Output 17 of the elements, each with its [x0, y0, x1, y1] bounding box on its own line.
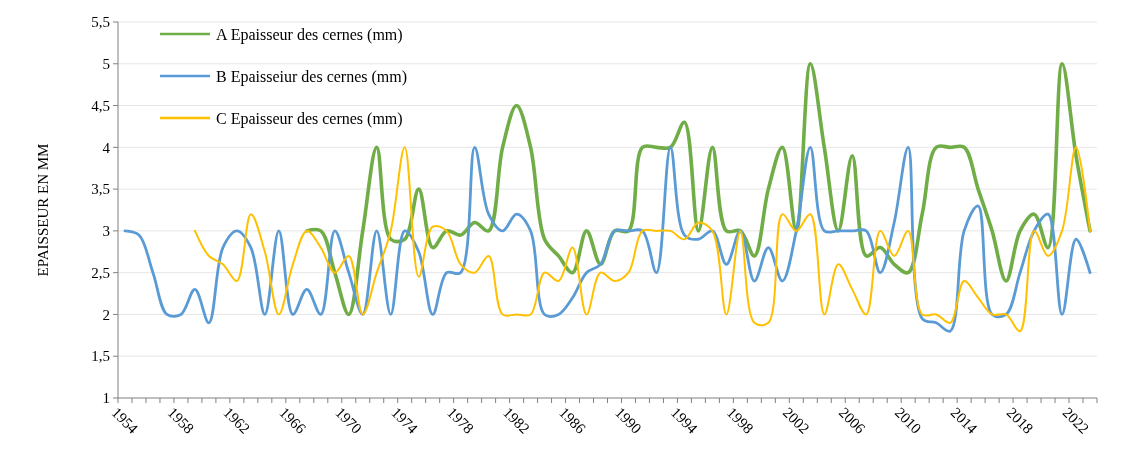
y-tick-label: 5,5: [91, 14, 110, 31]
x-tick-label: 1986: [556, 404, 589, 438]
y-tick-label: 3,5: [91, 181, 110, 198]
legend-label: C Epaisseur des cernes (mm): [216, 109, 403, 128]
legend-label: A Epaisseur des cernes (mm): [216, 25, 403, 44]
y-tick-label: 3: [102, 223, 110, 240]
y-tick-label: 1,5: [91, 348, 110, 365]
y-tick-label: 4,5: [91, 97, 110, 114]
x-tick-label: 1970: [332, 404, 365, 437]
y-axis-title: EPAISSEUR EN MM: [35, 143, 51, 277]
y-tick-label: 5: [102, 56, 110, 73]
y-tick-label: 4: [102, 139, 111, 156]
y-tick-label: 1: [102, 390, 110, 407]
legend-label: B Epaisseiur des cernes (mm): [216, 67, 408, 86]
y-tick-label: 2,5: [91, 264, 110, 281]
x-tick-label: 1990: [612, 404, 645, 437]
y-tick-label: 2: [102, 306, 110, 323]
